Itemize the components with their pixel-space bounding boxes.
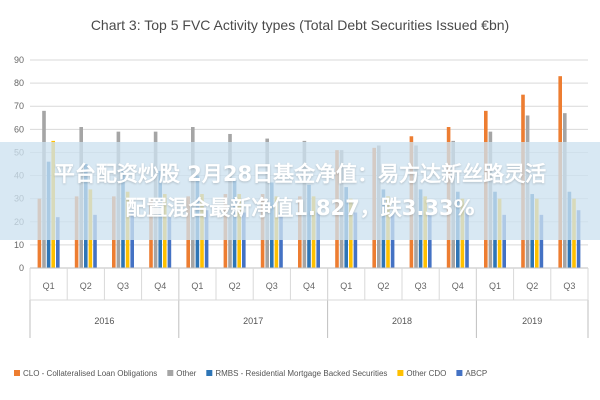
chart-title: Chart 3: Top 5 FVC Activity types (Total… — [91, 17, 509, 33]
bar — [502, 214, 506, 268]
y-tick-label: 70 — [14, 101, 24, 111]
bar — [465, 212, 469, 268]
y-tick-label: 80 — [14, 78, 24, 88]
x-tick-label: Q3 — [266, 281, 278, 291]
legend: CLO - Collateralised Loan Obligations Oth… — [14, 369, 487, 378]
legend-item: Other — [167, 369, 197, 378]
legend-swatch — [206, 370, 213, 376]
x-group-label: 2018 — [392, 316, 412, 326]
x-axis: Q1 Q2 Q3 Q4 Q1 Q2 Q3 Q4 Q1 Q2 Q3 Q4 Q1 Q2 Q3 2016 2017 20… — [29, 267, 589, 338]
x-tick-label: Q3 — [415, 281, 427, 291]
x-tick-label: Q1 — [489, 281, 501, 291]
legend-swatch — [397, 370, 404, 376]
bar — [316, 212, 320, 268]
x-tick-label: Q1 — [191, 281, 203, 291]
legend-label: CLO - Collateralised Loan Obligations — [23, 369, 157, 378]
bar — [56, 217, 60, 268]
bar — [539, 214, 544, 268]
x-tick-label: Q3 — [117, 281, 129, 291]
x-tick-label: Q2 — [229, 281, 241, 291]
legend-label: Other CDO — [406, 369, 446, 378]
banner-line-1: 平台配资炒股 2月28日基金净值：易方达新丝路灵活 — [53, 162, 547, 186]
y-tick-label: 10 — [14, 240, 24, 250]
legend-swatch — [456, 370, 463, 376]
x-tick-label: Q2 — [526, 281, 538, 291]
legend-item: ABCP — [456, 369, 487, 378]
x-tick-label: Q3 — [563, 281, 575, 291]
legend-label: Other — [176, 369, 196, 378]
x-group-label: 2017 — [243, 316, 263, 326]
legend-label: RMBS - Residential Mortgage Backed Secur… — [215, 369, 387, 378]
y-tick-label: 0 — [19, 263, 24, 273]
bar — [390, 212, 395, 268]
x-tick-label: Q2 — [377, 281, 389, 291]
bar — [353, 212, 358, 268]
x-tick-label: Q1 — [340, 281, 352, 291]
bar — [242, 212, 246, 268]
legend-item: Other CDO — [397, 369, 446, 378]
x-group-label: 2016 — [94, 316, 114, 326]
y-tick-label: 60 — [14, 124, 24, 134]
x-tick-label: Q4 — [154, 281, 166, 291]
bar — [428, 212, 432, 268]
x-tick-label: Q2 — [80, 281, 92, 291]
bar — [130, 212, 134, 268]
y-tick-label: 90 — [14, 55, 24, 65]
legend-label: ABCP — [465, 369, 487, 378]
x-tick-label: Q1 — [43, 281, 55, 291]
bar — [167, 217, 172, 268]
x-tick-label: Q4 — [303, 281, 315, 291]
bar — [279, 212, 283, 268]
legend-item: CLO - Collateralised Loan Obligations — [14, 369, 157, 378]
legend-swatch — [167, 370, 174, 376]
x-tick-label: Q4 — [452, 281, 464, 291]
bar — [93, 214, 97, 268]
x-group-label: 2019 — [522, 316, 542, 326]
banner-line-2: 配置混合最新净值1.827，跌3.33% — [125, 196, 475, 220]
legend-item: RMBS - Residential Mortgage Backed Secur… — [206, 369, 387, 378]
legend-swatch — [14, 370, 20, 376]
overlay-banner: 平台配资炒股 2月28日基金净值：易方达新丝路灵活 配置混合最新净值1.827，… — [0, 142, 600, 240]
